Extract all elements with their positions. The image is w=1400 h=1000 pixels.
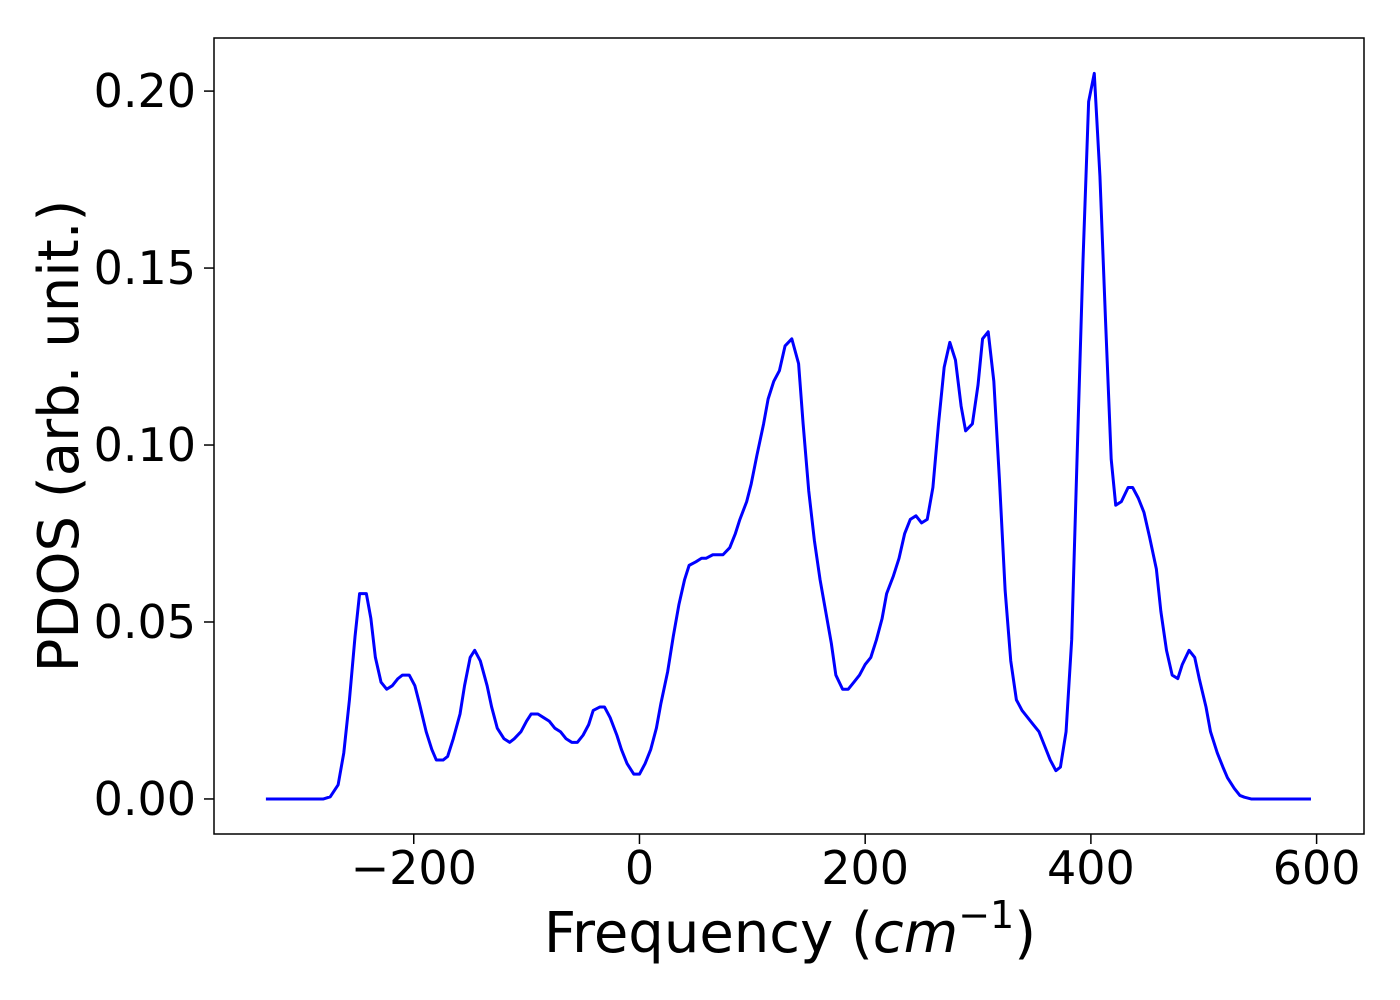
x-axis-label-text: Frequency ( [544, 901, 873, 966]
y-tick-label: 0.15 [94, 241, 196, 295]
x-axis-label: Frequency (cm−1) [544, 893, 1036, 966]
y-tick-label: 0.05 [94, 595, 196, 649]
y-tick-label: 0.20 [94, 64, 196, 118]
plot-frame [213, 37, 1365, 835]
x-axis-label-close: ) [1014, 901, 1036, 966]
x-tick-label: −200 [351, 841, 477, 895]
y-tick-label: 0.00 [94, 772, 196, 826]
x-tick-label: 400 [1047, 841, 1135, 895]
x-tick-label: 600 [1273, 841, 1361, 895]
x-tick-label: 200 [821, 841, 909, 895]
x-axis-label-unit: cm [873, 901, 958, 966]
y-tick-label: 0.10 [94, 418, 196, 472]
x-tick-label: 0 [625, 841, 654, 895]
data-line [265, 71, 1311, 801]
x-axis-label-exponent: −1 [958, 893, 1014, 937]
y-axis-label: PDOS (arb. unit.) [27, 200, 92, 673]
